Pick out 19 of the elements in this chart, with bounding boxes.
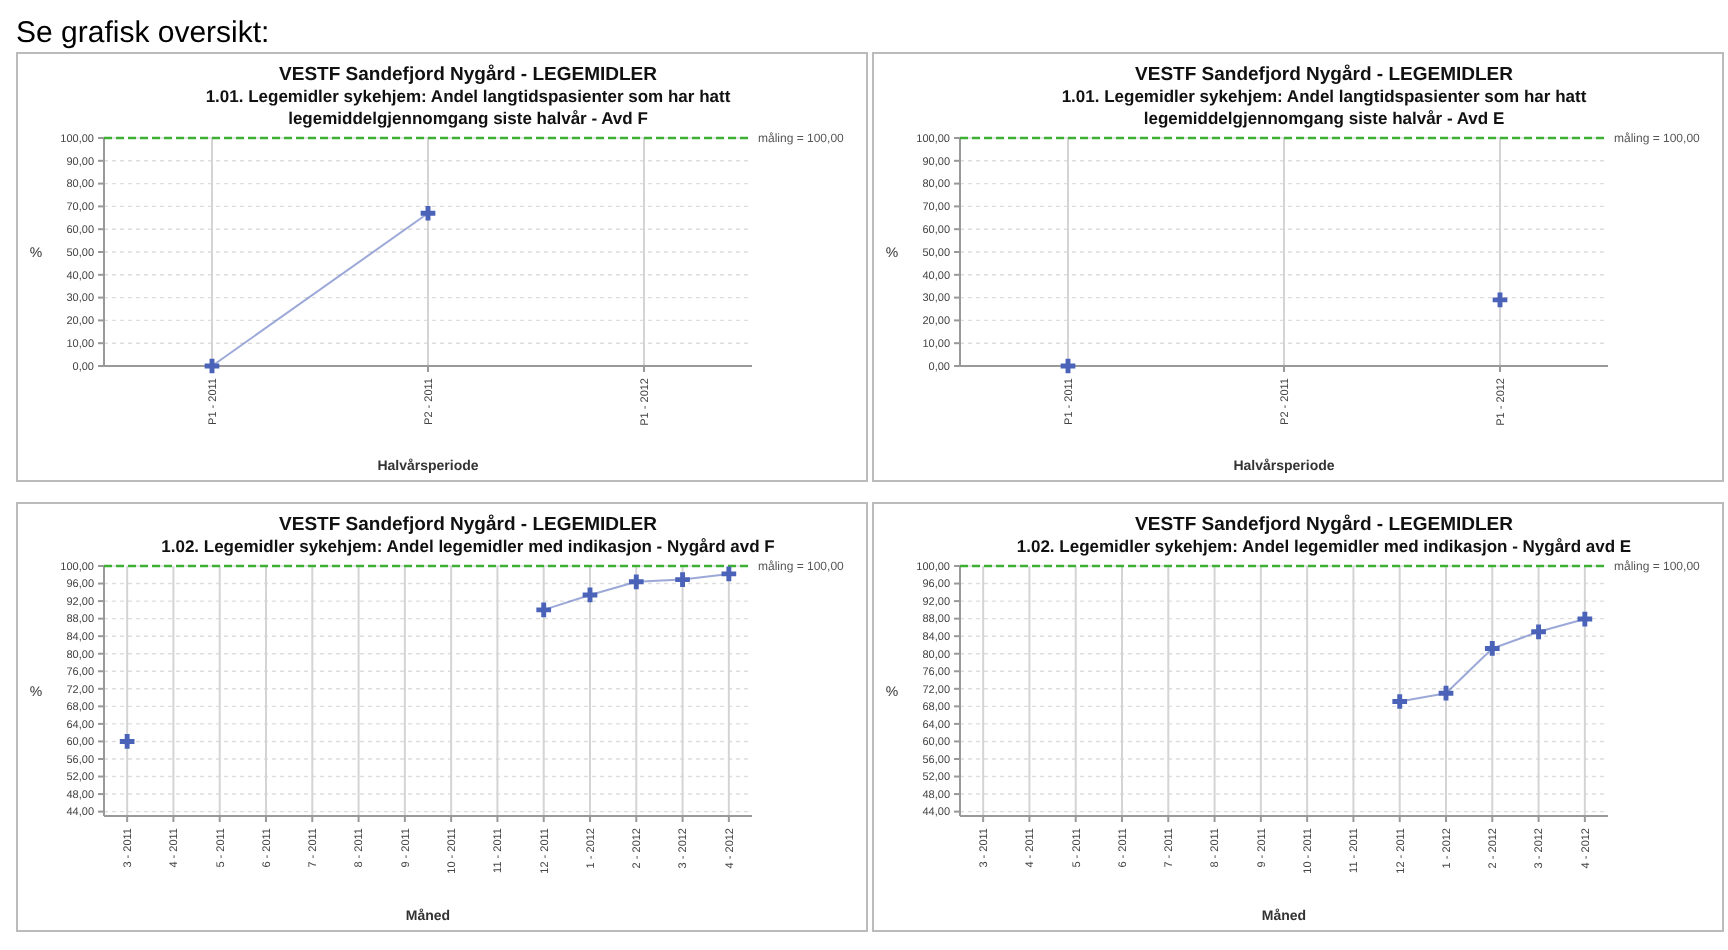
point xyxy=(628,574,644,590)
chart-subtitle: 1.01. Legemidler sykehjem: Andel langtidspasienter som har hatt legemiddelgjennomgang siste halvår - Avd F xyxy=(205,86,731,128)
chart-title: VESTF Sandefjord Nygård - LEGEMIDLER xyxy=(1135,514,1514,536)
chart-title: VESTF Sandefjord Nygård - LEGEMIDLER xyxy=(279,514,658,536)
chart-title: VESTF Sandefjord Nygård - LEGEMIDLER xyxy=(279,64,658,86)
text: Se grafisk oversikt: xyxy=(16,16,272,52)
chart-subtitle: 1.02. Legemidler sykehjem: Andel legemidler med indikasjon - Nygård avd F xyxy=(161,536,775,556)
point xyxy=(1577,611,1593,627)
chart-subtitle: 1.01. Legemidler sykehjem: Andel langtidspasienter som har hatt legemiddelgjennomgang siste halvår - Avd E xyxy=(1061,86,1587,128)
point xyxy=(1484,641,1500,656)
point xyxy=(675,572,690,587)
point xyxy=(721,566,737,582)
point xyxy=(1392,694,1408,709)
chart-subtitle: 1.02. Legemidler sykehjem: Andel legemidler med indikasjon - Nygård avd E xyxy=(1016,536,1632,556)
point xyxy=(1438,685,1454,701)
point xyxy=(1531,624,1546,640)
point xyxy=(536,602,552,618)
chart-title: VESTF Sandefjord Nygård - LEGEMIDLER xyxy=(1135,64,1514,86)
point xyxy=(119,734,135,749)
